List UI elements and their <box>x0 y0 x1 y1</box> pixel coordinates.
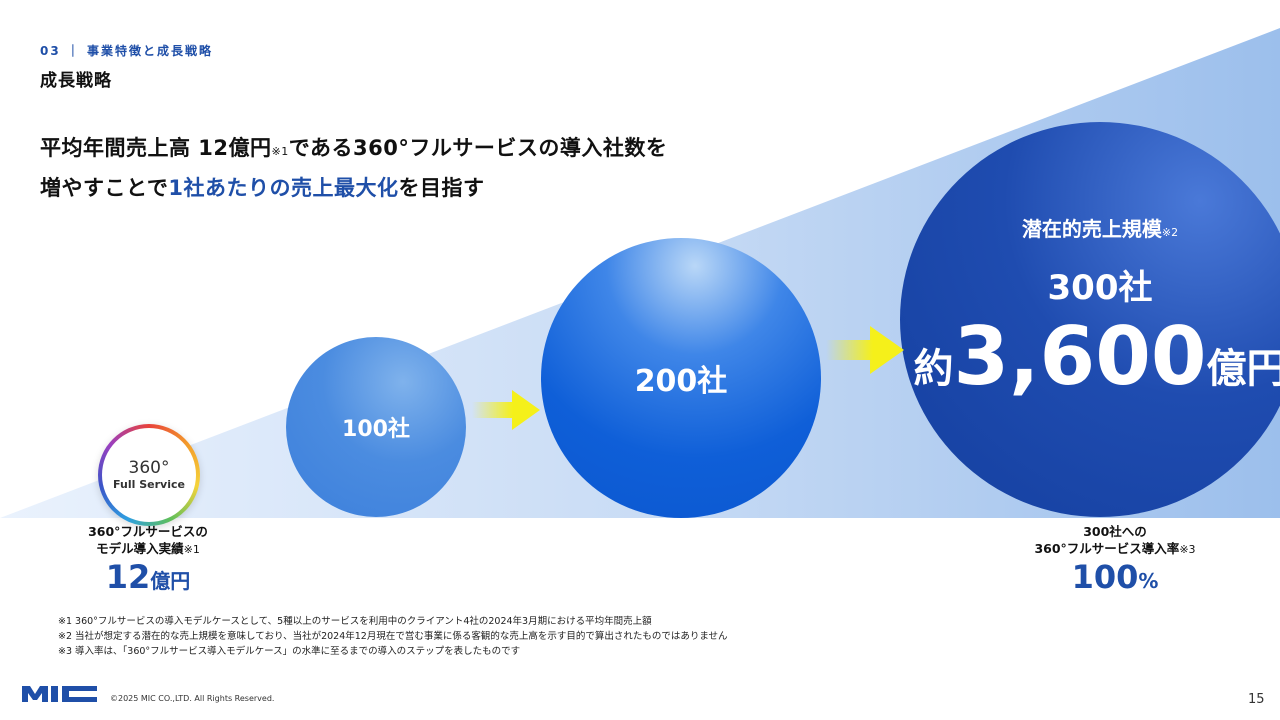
footnotes: ※1 360°フルサービスの導入モデルケースとして、5種以上のサービスを利用中の… <box>58 614 728 659</box>
headline-accent-text: 1社あたりの売上最大化 <box>168 176 399 200</box>
headline-text: である360°フルサービスの導入社数を <box>288 136 668 160</box>
headline-text: 平均年間売上高 12億円 <box>40 136 272 160</box>
potential-count: 300社 <box>1047 267 1153 308</box>
page-title: 成長戦略 <box>40 71 112 91</box>
stat-label-text: 360°フルサービス導入率 <box>1034 541 1180 556</box>
circle-200-companies: 200社 <box>541 238 821 518</box>
stat-value: 100% <box>1010 558 1220 596</box>
mic-logo <box>22 686 97 702</box>
headline-text: を目指す <box>398 176 485 200</box>
circle-label: 200社 <box>634 364 728 399</box>
circle-potential-market: 潜在的売上規模※2 300社 約 3,600 億円 <box>900 122 1280 517</box>
footnote-3: ※3 導入率は、「360°フルサービス導入モデルケース」の水準に至るまでの導入の… <box>58 646 521 657</box>
page-number: 15 <box>1248 692 1265 707</box>
stat-label-line: 300社への <box>1083 524 1147 539</box>
stat-label-line: モデル導入実績※1 <box>58 540 238 558</box>
potential-unit: 億円 <box>1206 345 1280 392</box>
full-service-360-logo: 360° Full Service <box>98 424 200 526</box>
stat-value-unit: % <box>1138 569 1159 593</box>
footnote-2: ※2 当社が想定する潜在的な売上規模を意味しており、当社が2024年12月現在で… <box>58 631 728 642</box>
logo-inner: 360° Full Service <box>102 428 196 522</box>
stat-label-line: 360°フルサービスの <box>88 524 208 539</box>
potential-value: 約 3,600 億円 <box>913 309 1280 403</box>
headline-text: 増やすことで <box>40 176 169 200</box>
potential-prefix: 約 <box>913 345 954 392</box>
headline-line-2: 増やすことで1社あたりの売上最大化を目指す <box>40 172 485 202</box>
potential-label-text: 潜在的売上規模 <box>1021 216 1162 241</box>
logo-full-service-text: Full Service <box>113 477 185 491</box>
section-label: 03 ｜ 事業特徴と成長戦略 <box>40 44 214 58</box>
stat-adoption-rate: 300社への 360°フルサービス導入率※3 100% <box>1010 523 1220 596</box>
copyright: ©2025 MIC CO.,LTD. All Rights Reserved. <box>110 694 275 703</box>
stat-value-number: 100 <box>1071 558 1139 596</box>
footnote-marker: ※3 <box>1179 543 1196 556</box>
circle-100-companies: 100社 <box>286 337 466 517</box>
potential-amount: 3,600 <box>953 309 1207 403</box>
footnote-1: ※1 360°フルサービスの導入モデルケースとして、5種以上のサービスを利用中の… <box>58 616 652 627</box>
arrow-right-icon <box>472 390 540 430</box>
stat-model-performance: 360°フルサービスの モデル導入実績※1 12億円 <box>58 523 238 596</box>
footnote-marker: ※2 <box>1161 225 1179 239</box>
stat-value-unit: 億円 <box>150 569 191 593</box>
footnote-marker: ※1 <box>271 145 289 158</box>
logo-360-text: 360° <box>128 458 170 479</box>
arrow-right-icon <box>826 326 904 374</box>
headline-line-1: 平均年間売上高 12億円※1である360°フルサービスの導入社数を <box>40 132 667 162</box>
circle-label: 100社 <box>342 417 410 442</box>
stat-label-text: モデル導入実績 <box>96 541 184 556</box>
stat-value-number: 12 <box>105 558 151 596</box>
potential-label: 潜在的売上規模※2 <box>1022 213 1178 242</box>
footnote-marker: ※1 <box>183 543 200 556</box>
stat-label-line: 360°フルサービス導入率※3 <box>1010 540 1220 558</box>
stat-value: 12億円 <box>58 558 238 596</box>
